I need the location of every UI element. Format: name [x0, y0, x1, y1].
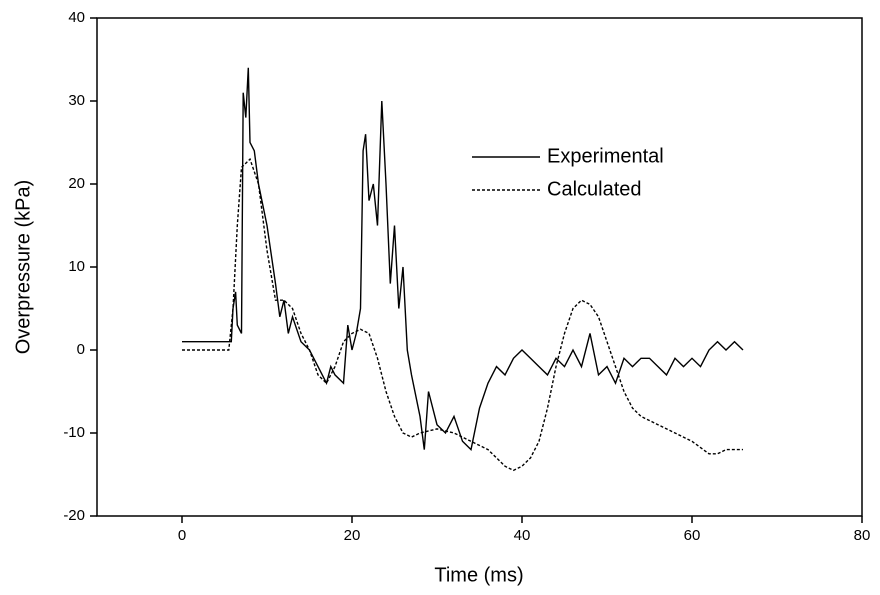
y-axis-title: Overpressure (kPa): [12, 180, 34, 355]
x-tick-label: 20: [344, 527, 361, 544]
legend-label: Calculated: [547, 178, 642, 200]
x-tick-label: 40: [514, 527, 531, 544]
y-tick-label: 20: [68, 175, 85, 192]
y-tick-label: -20: [63, 507, 85, 524]
y-tick-label: 0: [77, 341, 85, 358]
series-line: [182, 67, 744, 451]
y-tick-label: 40: [68, 9, 85, 26]
plot-frame: [96, 17, 863, 517]
x-axis-title: Time (ms): [434, 564, 523, 586]
x-tick-label: 60: [684, 527, 701, 544]
legend-label: Experimental: [547, 145, 664, 167]
y-tick-label: -10: [63, 424, 85, 441]
y-tick-label: 30: [68, 92, 85, 109]
series-line: [182, 157, 743, 472]
x-tick-label: 80: [854, 527, 871, 544]
x-tick-label: 0: [178, 527, 186, 544]
y-tick-label: 10: [68, 258, 85, 275]
